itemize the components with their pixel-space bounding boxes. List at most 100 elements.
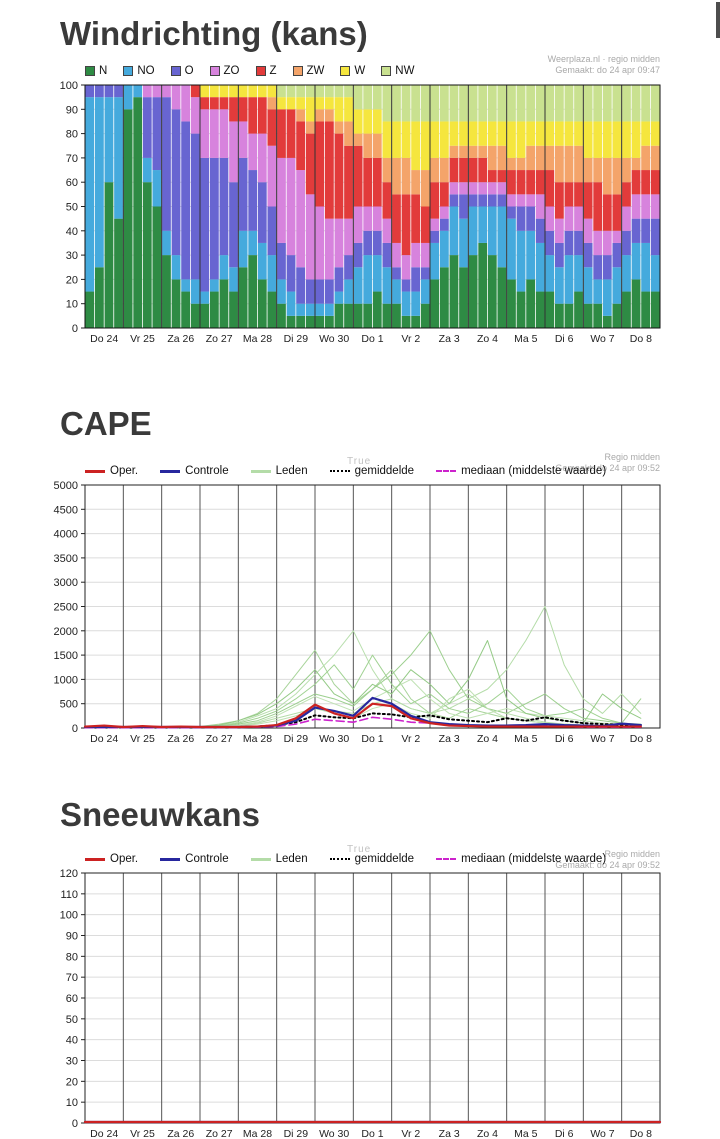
legend-swatch — [255, 66, 266, 76]
svg-text:Ma 5: Ma 5 — [514, 1128, 538, 1139]
svg-text:30: 30 — [66, 250, 78, 262]
svg-text:Do 1: Do 1 — [361, 733, 383, 745]
cape-chart-generated: Gemaakt: do 24 apr 09:52 — [555, 463, 660, 473]
svg-text:Zo 4: Zo 4 — [477, 733, 498, 745]
svg-text:20: 20 — [66, 274, 78, 286]
svg-text:Wo 30: Wo 30 — [319, 333, 349, 345]
svg-text:Do 1: Do 1 — [361, 1128, 383, 1139]
svg-text:4500: 4500 — [54, 504, 78, 516]
watermark-text: True — [347, 456, 372, 467]
svg-text:Ma 5: Ma 5 — [514, 733, 538, 745]
legend-item-zw: ZW — [292, 65, 324, 77]
svg-text:Wo 7: Wo 7 — [590, 333, 614, 345]
svg-text:Ma 28: Ma 28 — [243, 733, 272, 745]
svg-text:500: 500 — [60, 699, 78, 711]
svg-text:10: 10 — [66, 299, 78, 311]
legend-item: Oper. — [85, 853, 138, 865]
svg-text:Za 3: Za 3 — [439, 333, 460, 345]
svg-text:Vr 25: Vr 25 — [130, 733, 155, 745]
svg-text:60: 60 — [66, 177, 78, 189]
svg-text:Vr 2: Vr 2 — [401, 333, 420, 345]
svg-text:120: 120 — [60, 868, 78, 880]
svg-text:20: 20 — [66, 1076, 78, 1088]
svg-text:2000: 2000 — [54, 626, 78, 638]
svg-text:1000: 1000 — [54, 674, 78, 686]
svg-text:0: 0 — [72, 1118, 78, 1130]
svg-text:Do 24: Do 24 — [90, 1128, 118, 1139]
legend-item-o: O — [170, 65, 194, 77]
legend-swatch — [329, 470, 350, 472]
svg-text:100: 100 — [60, 910, 78, 922]
svg-text:1500: 1500 — [54, 650, 78, 662]
legend-swatch — [329, 858, 350, 860]
snow-legend: True Oper. Controle Leden gemiddelde mediaan… — [85, 844, 720, 867]
legend-swatch — [123, 66, 134, 76]
svg-text:0: 0 — [72, 723, 78, 735]
svg-text:3000: 3000 — [54, 577, 78, 589]
svg-text:Di 6: Di 6 — [555, 1128, 574, 1139]
cape-legend: True Oper. Controle Leden gemiddelde mediaan… — [85, 456, 720, 479]
legend-item: Leden — [250, 853, 308, 865]
legend-swatch — [85, 857, 105, 861]
legend-item-n: N — [85, 65, 107, 77]
svg-text:Vr 2: Vr 2 — [401, 1128, 420, 1139]
legend-item-nw: NW — [381, 65, 414, 77]
svg-text:4000: 4000 — [54, 529, 78, 541]
svg-text:Do 1: Do 1 — [361, 333, 383, 345]
svg-text:5000: 5000 — [54, 480, 78, 492]
svg-text:30: 30 — [66, 1056, 78, 1068]
svg-text:Di 29: Di 29 — [284, 1128, 309, 1139]
svg-text:Di 6: Di 6 — [555, 733, 574, 745]
svg-text:Do 24: Do 24 — [90, 333, 118, 345]
legend-swatch — [292, 66, 303, 76]
svg-text:Wo 7: Wo 7 — [590, 733, 614, 745]
svg-text:Za 3: Za 3 — [439, 733, 460, 745]
svg-text:50: 50 — [66, 1014, 78, 1026]
legend-item: mediaan (middelste waarde) — [436, 465, 606, 477]
svg-text:Vr 25: Vr 25 — [130, 333, 155, 345]
svg-text:Zo 4: Zo 4 — [477, 333, 498, 345]
svg-text:Zo 27: Zo 27 — [206, 733, 233, 745]
svg-text:3500: 3500 — [54, 553, 78, 565]
svg-text:10: 10 — [66, 1097, 78, 1109]
svg-text:60: 60 — [66, 993, 78, 1005]
snow-chart-generated: Gemaakt: do 24 apr 09:52 — [555, 860, 660, 870]
wind-direction-chart: 0 10 20 30 40 50 60 70 80 90 100 Do 24 Vr 25 Za 26 Zo … — [60, 80, 661, 345]
svg-text:Do 8: Do 8 — [630, 1128, 652, 1139]
svg-text:Zo 27: Zo 27 — [206, 333, 233, 345]
svg-text:2500: 2500 — [54, 602, 78, 614]
svg-text:Za 26: Za 26 — [167, 733, 194, 745]
svg-text:100: 100 — [60, 80, 78, 92]
cape-chart-source: Regio midden — [604, 452, 660, 462]
legend-swatch — [170, 66, 181, 76]
svg-text:Zo 4: Zo 4 — [477, 1128, 498, 1139]
svg-text:Wo 30: Wo 30 — [319, 1128, 349, 1139]
wind-chart-meta: Weerplaza.nl · regio midden Gemaakt: do … — [548, 54, 660, 76]
svg-text:80: 80 — [66, 129, 78, 141]
scrollbar-thumb[interactable] — [716, 2, 720, 38]
svg-text:40: 40 — [66, 1035, 78, 1047]
snow-chart-title: Sneeuwkans — [60, 796, 260, 833]
svg-text:90: 90 — [66, 104, 78, 116]
svg-text:Zo 27: Zo 27 — [206, 1128, 233, 1139]
svg-text:Ma 28: Ma 28 — [243, 1128, 272, 1139]
svg-text:Do 8: Do 8 — [630, 733, 652, 745]
legend-swatch — [250, 857, 271, 861]
legend-swatch — [340, 66, 351, 76]
svg-text:Di 6: Di 6 — [555, 333, 574, 345]
watermark-text: True — [347, 844, 372, 855]
legend-item-zo: ZO — [209, 65, 240, 77]
legend-item: Controle — [160, 853, 229, 865]
svg-text:Za 3: Za 3 — [439, 1128, 460, 1139]
svg-text:110: 110 — [60, 889, 78, 901]
legend-swatch — [85, 469, 105, 473]
snow-chart-source: Regio midden — [604, 849, 660, 859]
svg-text:Ma 5: Ma 5 — [514, 333, 538, 345]
legend-item: mediaan (middelste waarde) — [436, 853, 606, 865]
svg-text:0: 0 — [72, 323, 78, 335]
svg-text:Za 26: Za 26 — [167, 1128, 194, 1139]
snow-chance-section: Sneeuwkans Regio midden Gemaakt: do 24 a… — [0, 793, 720, 1139]
wind-chart-source: Weerplaza.nl · regio midden — [547, 54, 660, 64]
svg-text:40: 40 — [66, 226, 78, 238]
